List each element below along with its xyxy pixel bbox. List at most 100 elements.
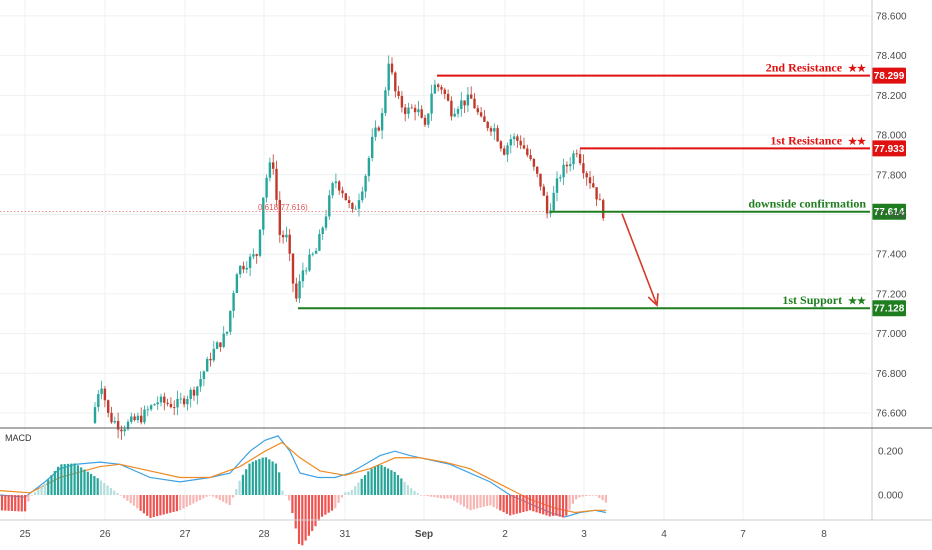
candle	[542, 183, 545, 196]
macd-histogram-bar	[281, 490, 284, 495]
candle	[575, 149, 578, 158]
macd-histogram-bar	[354, 486, 357, 495]
macd-histogram-bar	[390, 470, 393, 495]
candle	[272, 154, 275, 175]
candle	[308, 248, 311, 272]
candle	[136, 412, 140, 424]
macd-histogram-bar	[274, 463, 277, 495]
macd-histogram-bar	[294, 495, 297, 529]
candle	[559, 174, 562, 182]
candle-body	[130, 416, 133, 422]
candle-body	[268, 162, 272, 178]
macd-histogram-bar	[581, 495, 584, 497]
macd-histogram-bar	[271, 461, 274, 495]
candle-body	[400, 96, 404, 108]
candle	[311, 252, 314, 257]
candle-body	[357, 200, 361, 209]
candle	[562, 158, 565, 185]
candle	[433, 79, 437, 94]
candle	[578, 149, 582, 166]
candle	[479, 106, 483, 118]
x-tick-label: 4	[661, 529, 667, 540]
candle-body	[347, 200, 351, 204]
candle-body	[407, 107, 410, 114]
candle-body	[460, 100, 463, 109]
macd-histogram-bar	[53, 470, 56, 495]
candle	[552, 185, 555, 212]
candle	[503, 145, 506, 156]
level-label: 2nd Resistance ★★	[766, 61, 866, 75]
candle	[149, 404, 153, 412]
candle-body	[473, 98, 476, 109]
candle-body	[371, 136, 374, 158]
macd-histogram-bar	[446, 495, 449, 499]
macd-histogram-bar	[136, 495, 139, 509]
candle	[110, 406, 113, 424]
candle-body	[248, 256, 252, 268]
candle-body	[437, 84, 440, 88]
macd-histogram-bar	[255, 460, 258, 495]
macd-histogram-bar	[396, 475, 400, 495]
candle-body	[146, 409, 149, 411]
macd-histogram-bar	[175, 495, 178, 512]
macd-histogram-bar	[558, 495, 561, 517]
macd-histogram-bar	[172, 495, 175, 512]
candle	[516, 134, 519, 148]
candle-body	[387, 63, 390, 91]
macd-histogram-bar	[314, 495, 317, 527]
candle-body	[377, 127, 380, 131]
candle	[430, 84, 433, 121]
candle-body	[232, 293, 235, 311]
price-tag: 77.614	[874, 207, 905, 218]
candle-body	[417, 109, 420, 113]
macd-histogram-bar	[17, 495, 20, 512]
price-tick-label: 76.800	[876, 369, 907, 380]
candle-body	[113, 421, 116, 423]
candle-body	[136, 415, 140, 421]
candle-body	[602, 200, 605, 219]
candle	[473, 93, 476, 109]
candle-body	[364, 176, 367, 192]
x-tick-label: 27	[179, 529, 191, 540]
candle	[262, 197, 265, 236]
macd-histogram-bar	[241, 474, 244, 495]
macd-histogram-bar	[7, 495, 10, 511]
candle	[545, 191, 549, 219]
macd-histogram-bar	[33, 492, 37, 495]
candle	[215, 340, 219, 350]
candle-body	[433, 84, 437, 94]
candle-body	[559, 177, 562, 179]
macd-histogram-bar	[601, 495, 604, 501]
candle-body	[595, 187, 598, 200]
macd-histogram-bar	[60, 464, 63, 495]
level-resistance: 2nd Resistance ★★ 78.299	[437, 61, 906, 84]
x-tick-label: 28	[258, 529, 270, 540]
candle-body	[552, 192, 555, 211]
candle	[374, 120, 377, 141]
candle-body	[354, 208, 357, 210]
macd-histogram-bar	[86, 471, 89, 495]
candle	[361, 186, 364, 203]
candle	[156, 396, 159, 410]
candle	[212, 341, 215, 363]
candle-body	[305, 270, 308, 272]
candle-body	[427, 113, 430, 125]
candle	[97, 390, 100, 412]
candle-body	[120, 429, 123, 432]
candle-body	[588, 177, 592, 184]
macd-histogram-bar	[73, 463, 76, 495]
candle-body	[496, 128, 499, 142]
macd-histogram-bar	[103, 482, 106, 495]
candle	[569, 157, 572, 172]
candle	[103, 386, 107, 408]
macd-histogram-bar	[420, 495, 423, 496]
candle	[407, 102, 410, 119]
candle-body	[466, 94, 470, 106]
macd-histogram-bar	[453, 495, 456, 501]
candle-body	[351, 203, 354, 210]
candle	[357, 193, 361, 217]
macd-histogram-bar	[311, 495, 314, 531]
candle-body	[209, 358, 212, 361]
candle	[440, 84, 443, 95]
macd-histogram-bar	[489, 495, 492, 506]
